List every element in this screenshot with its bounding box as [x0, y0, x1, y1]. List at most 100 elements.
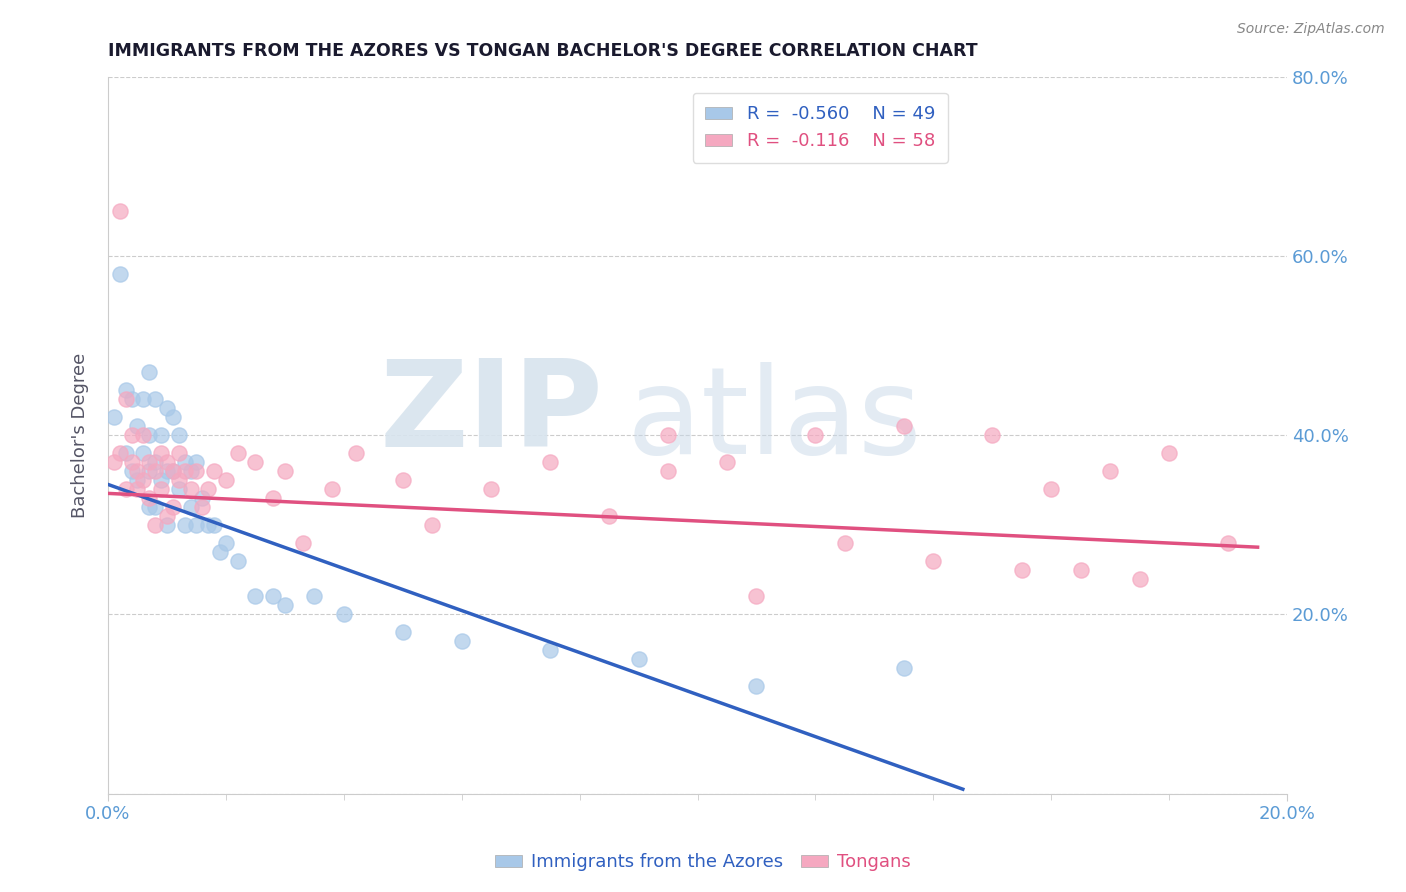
Text: ZIP: ZIP — [380, 355, 603, 472]
Point — [538, 455, 561, 469]
Point — [479, 482, 502, 496]
Point — [156, 517, 179, 532]
Point — [1159, 446, 1181, 460]
Point — [245, 455, 267, 469]
Point — [291, 535, 314, 549]
Point — [191, 500, 214, 514]
Point — [143, 455, 166, 469]
Point — [1040, 482, 1063, 496]
Point — [186, 455, 208, 469]
Point — [143, 517, 166, 532]
Point — [138, 491, 160, 505]
Point — [167, 473, 190, 487]
Point — [108, 267, 131, 281]
Point — [186, 517, 208, 532]
Point — [981, 428, 1004, 442]
Point — [197, 517, 219, 532]
Legend: Immigrants from the Azores, Tongans: Immigrants from the Azores, Tongans — [488, 847, 918, 879]
Point — [745, 679, 768, 693]
Point — [138, 464, 160, 478]
Point — [745, 590, 768, 604]
Point — [922, 554, 945, 568]
Point — [143, 500, 166, 514]
Point — [333, 607, 356, 622]
Point — [121, 464, 143, 478]
Point — [657, 428, 679, 442]
Point — [132, 473, 155, 487]
Point — [420, 517, 443, 532]
Text: Source: ZipAtlas.com: Source: ZipAtlas.com — [1237, 22, 1385, 37]
Point — [173, 517, 195, 532]
Point — [162, 410, 184, 425]
Point — [138, 365, 160, 379]
Point — [108, 204, 131, 219]
Point — [156, 508, 179, 523]
Point — [202, 517, 225, 532]
Legend: R =  -0.560    N = 49, R =  -0.116    N = 58: R = -0.560 N = 49, R = -0.116 N = 58 — [693, 93, 948, 163]
Point — [391, 473, 413, 487]
Point — [173, 455, 195, 469]
Point — [114, 392, 136, 407]
Point — [138, 428, 160, 442]
Point — [226, 554, 249, 568]
Point — [156, 401, 179, 416]
Point — [186, 464, 208, 478]
Point — [262, 491, 284, 505]
Point — [344, 446, 367, 460]
Point — [180, 464, 202, 478]
Point — [893, 661, 915, 675]
Point — [1129, 572, 1152, 586]
Point — [197, 482, 219, 496]
Point — [167, 482, 190, 496]
Text: IMMIGRANTS FROM THE AZORES VS TONGAN BACHELOR'S DEGREE CORRELATION CHART: IMMIGRANTS FROM THE AZORES VS TONGAN BAC… — [108, 42, 977, 60]
Point — [245, 590, 267, 604]
Point — [893, 419, 915, 434]
Point — [191, 491, 214, 505]
Point — [143, 392, 166, 407]
Point — [180, 500, 202, 514]
Point — [450, 634, 472, 648]
Point — [162, 464, 184, 478]
Point — [138, 455, 160, 469]
Point — [150, 473, 173, 487]
Point — [1099, 464, 1122, 478]
Point — [127, 464, 149, 478]
Point — [127, 482, 149, 496]
Point — [121, 392, 143, 407]
Point — [173, 464, 195, 478]
Point — [274, 464, 297, 478]
Point — [156, 464, 179, 478]
Point — [132, 446, 155, 460]
Point — [321, 482, 343, 496]
Point — [804, 428, 827, 442]
Text: atlas: atlas — [627, 362, 922, 479]
Point — [150, 446, 173, 460]
Point — [108, 446, 131, 460]
Point — [598, 508, 620, 523]
Point — [162, 500, 184, 514]
Point — [132, 392, 155, 407]
Point — [657, 464, 679, 478]
Point — [215, 473, 238, 487]
Point — [274, 599, 297, 613]
Point — [215, 535, 238, 549]
Point — [167, 446, 190, 460]
Point — [627, 652, 650, 666]
Y-axis label: Bachelor's Degree: Bachelor's Degree — [72, 352, 89, 517]
Point — [391, 625, 413, 640]
Point — [103, 410, 125, 425]
Point — [226, 446, 249, 460]
Point — [114, 482, 136, 496]
Point — [1011, 563, 1033, 577]
Point — [262, 590, 284, 604]
Point — [304, 590, 326, 604]
Point — [538, 643, 561, 657]
Point — [167, 428, 190, 442]
Point — [132, 428, 155, 442]
Point — [180, 482, 202, 496]
Point — [1070, 563, 1092, 577]
Point — [716, 455, 738, 469]
Point — [114, 384, 136, 398]
Point — [150, 428, 173, 442]
Point — [138, 500, 160, 514]
